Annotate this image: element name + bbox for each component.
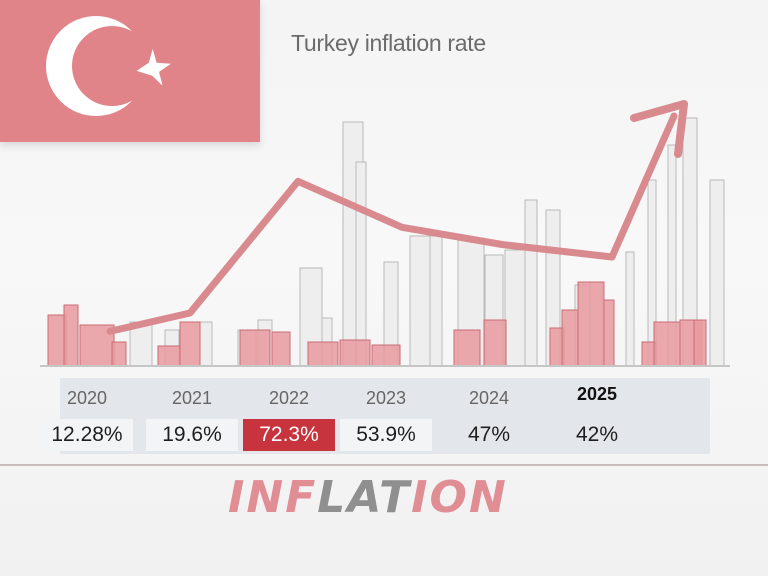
building-outline-8 <box>524 199 538 367</box>
value-label-2024: 47% <box>467 423 511 446</box>
building-red-14 <box>561 309 579 367</box>
value-label-2021: 19.6% <box>146 419 238 451</box>
data-point-2021 <box>187 310 193 316</box>
year-label-2022: 2022 <box>268 388 310 408</box>
data-point-2024 <box>499 241 505 248</box>
building-red-7 <box>271 331 291 367</box>
turkey-flag <box>0 0 260 142</box>
building-red-4 <box>157 345 181 367</box>
year-label-2024: 2024 <box>468 388 510 408</box>
value-label-2023: 53.9% <box>340 419 432 451</box>
year-label-2020: 2020 <box>66 388 108 408</box>
building-red-10 <box>371 344 401 367</box>
building-red-0 <box>47 314 67 367</box>
value-label-2025: 42% <box>575 423 619 446</box>
inflation-word-part-2: LAT <box>317 472 412 523</box>
building-outline-15 <box>709 179 725 367</box>
crescent-and-star-icon <box>46 16 171 116</box>
year-label-2025: 2025 <box>576 384 618 404</box>
building-red-9 <box>339 339 371 367</box>
building-red-20 <box>693 319 707 367</box>
inflation-word: INFLATION <box>228 472 508 523</box>
building-red-5 <box>179 321 201 367</box>
building-outline-1 <box>355 161 367 367</box>
building-red-3 <box>111 341 127 367</box>
building-red-1 <box>63 304 79 367</box>
trend-arrow-shaft <box>608 112 678 261</box>
building-outline-7 <box>504 249 528 367</box>
data-point-2023 <box>399 224 405 231</box>
building-red-12 <box>483 319 507 367</box>
chart-area <box>40 100 730 367</box>
value-label-2020: 12.28% <box>41 419 133 451</box>
bottom-rule <box>0 464 768 466</box>
data-point-2025 <box>609 254 615 260</box>
year-label-2021: 2021 <box>171 388 213 408</box>
inflation-word-part-3: ION <box>411 472 508 523</box>
chart-title: Turkey inflation rate <box>291 30 486 56</box>
building-outline-4 <box>429 235 443 367</box>
value-label-2022: 72.3% <box>243 419 335 451</box>
inflation-word-part-1: INF <box>228 472 318 523</box>
building-outline-11 <box>625 251 635 367</box>
chart-marks <box>106 100 688 335</box>
city-skyline <box>40 117 730 367</box>
year-label-2023: 2023 <box>365 388 407 408</box>
trend-arrow-head <box>630 100 688 158</box>
building-outline-23 <box>199 321 213 367</box>
building-red-8 <box>307 341 339 367</box>
data-point-2022 <box>295 178 301 185</box>
building-red-15 <box>577 281 605 367</box>
building-red-11 <box>453 329 481 367</box>
building-red-6 <box>239 329 271 367</box>
building-red-18 <box>653 321 681 367</box>
data-point-2020 <box>107 328 113 335</box>
building-red-16 <box>603 299 615 367</box>
series-line <box>106 177 616 335</box>
